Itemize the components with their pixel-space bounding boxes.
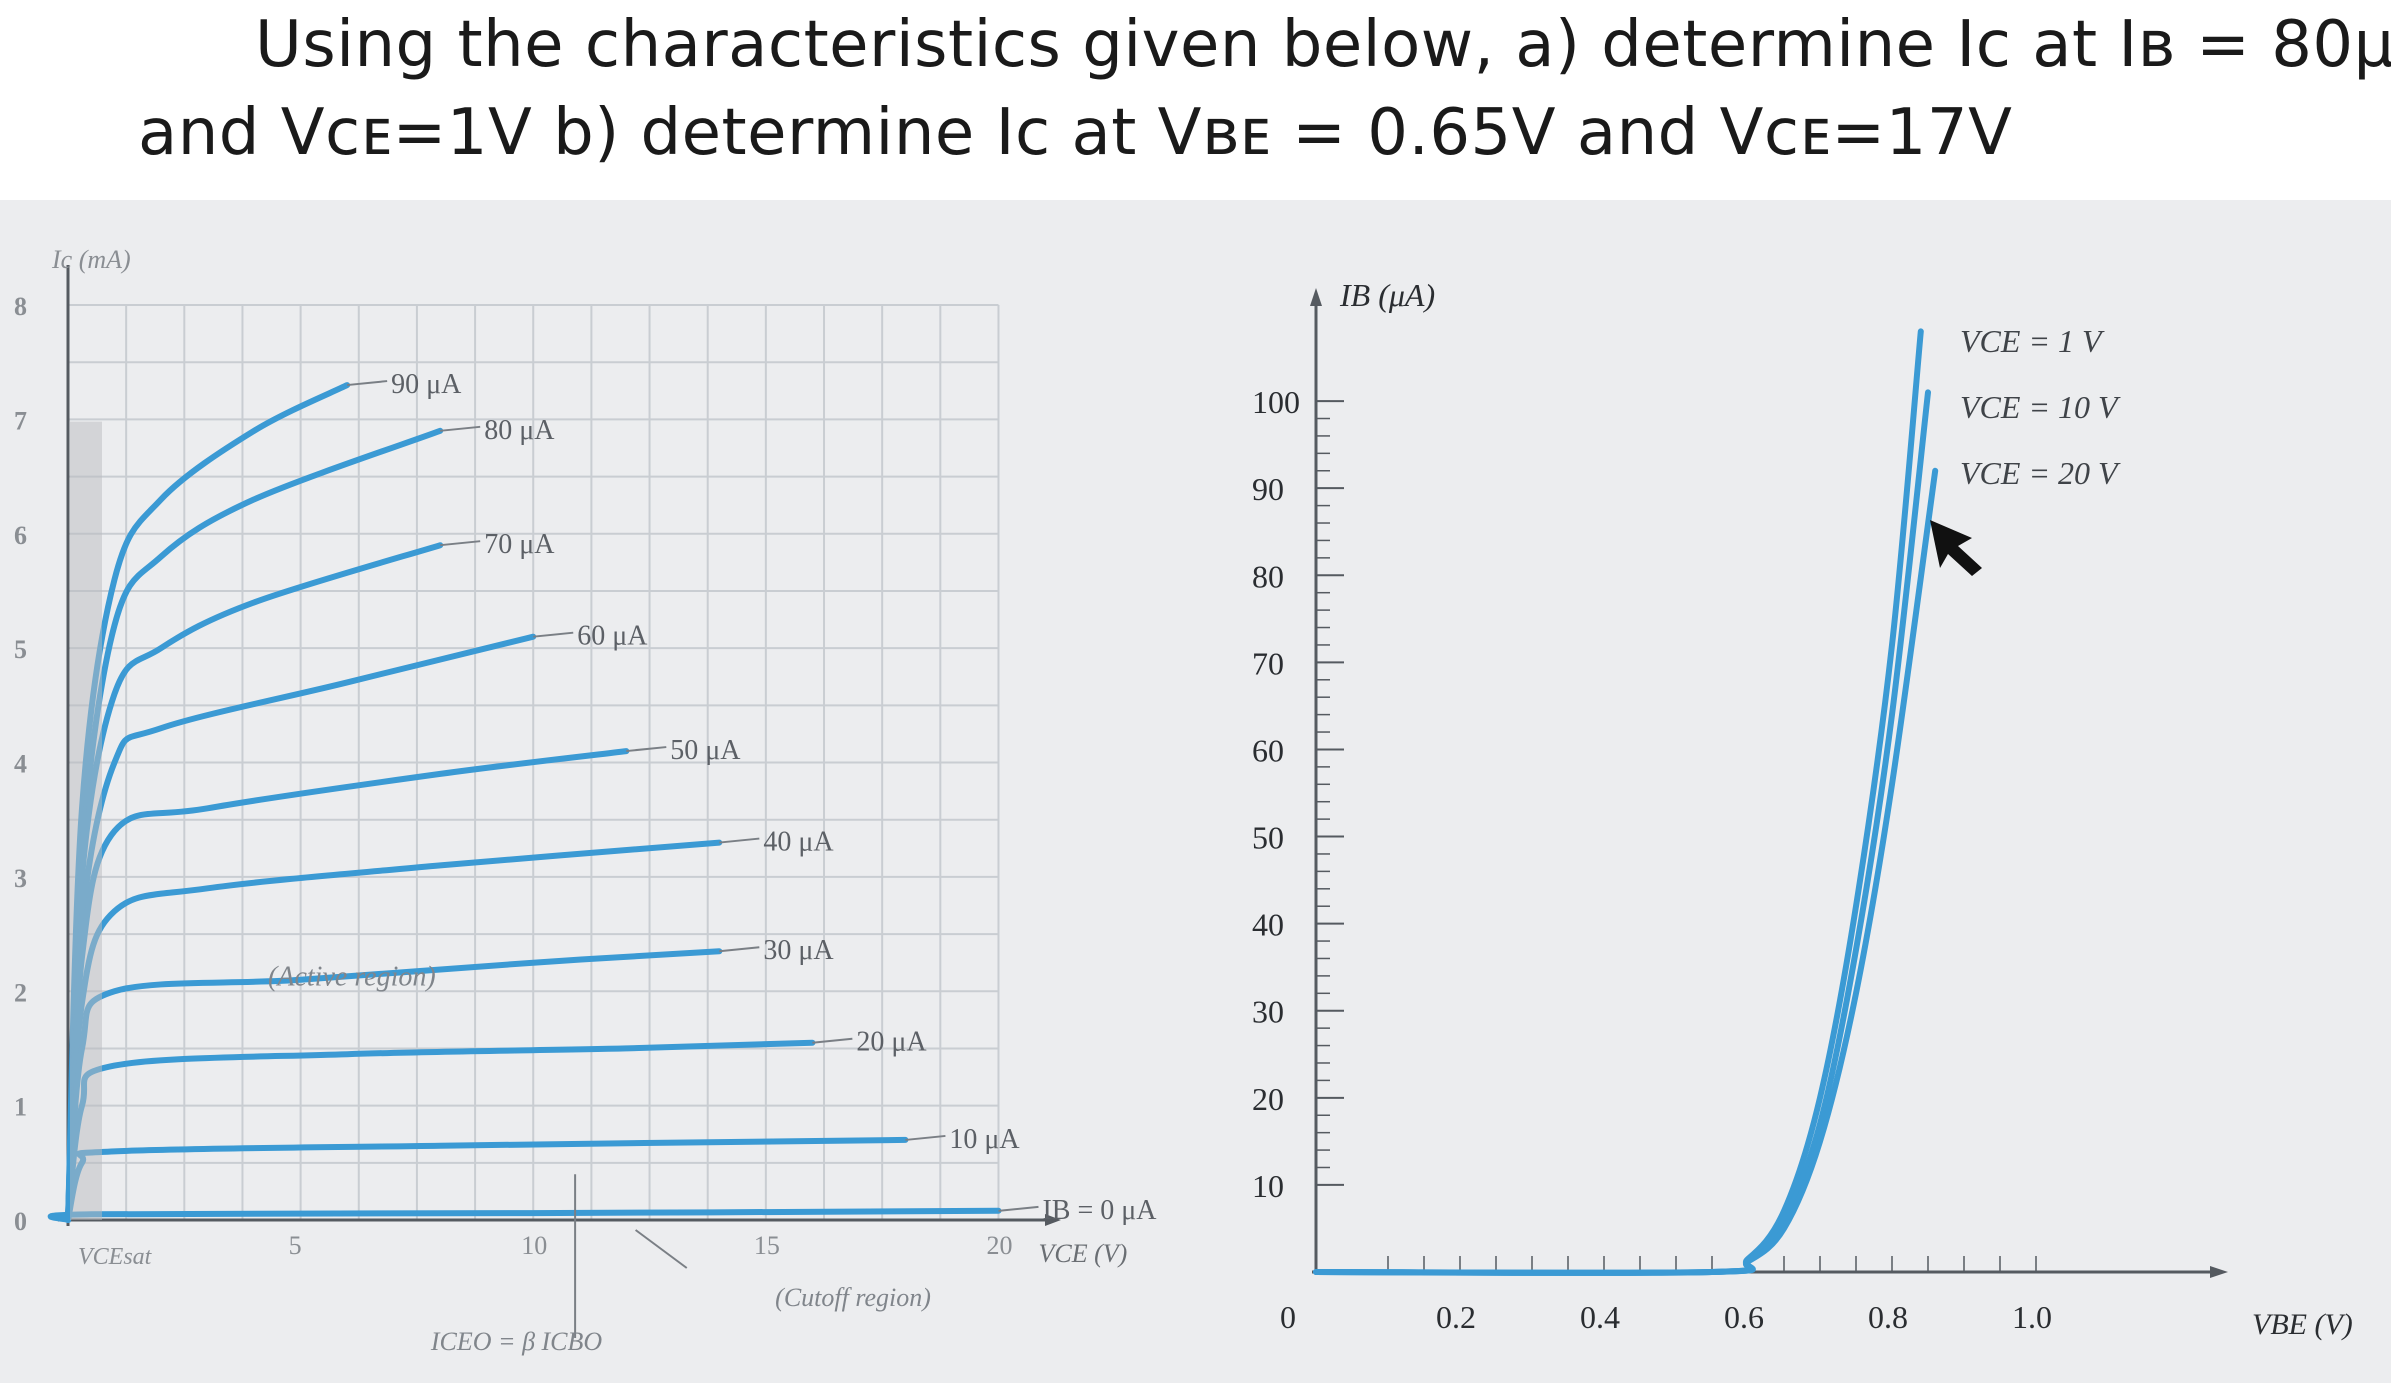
x-tick-label: 0.2 <box>1436 1299 1476 1335</box>
cutoff-region-label: (Cutoff region) <box>775 1283 931 1312</box>
ib-curve <box>65 382 351 1223</box>
curve-leader-line <box>440 540 481 547</box>
curve-leader-line <box>719 837 760 844</box>
curve-leader-line <box>440 425 481 432</box>
curve-label: 40 μA <box>763 827 834 858</box>
input-characteristics-plot: 10 20 30 40 50 60 70 80 90 100 0.2 0.4 0.6 0.8 1.0 0 IB … <box>1252 277 2353 1341</box>
curve-leader-line <box>347 380 388 387</box>
y-tick-label: 50 <box>1252 820 1284 856</box>
vce-curve <box>1313 389 1931 1276</box>
y-tick-label: 60 <box>1252 732 1284 768</box>
x-tick-label: 10 <box>521 1231 547 1260</box>
question-line-2: and Vᴄᴇ=1V b) determine Iᴄ at Vʙᴇ = 0.65… <box>138 96 2013 170</box>
x-tick-label: 0.8 <box>1868 1299 1908 1335</box>
curve-leader-line <box>533 631 574 638</box>
x-axis-title: VBE (V) <box>2252 1308 2353 1341</box>
ib-curve <box>65 1039 816 1223</box>
y-tick-label: 40 <box>1252 907 1284 943</box>
x-tick-label: 5 <box>289 1231 302 1260</box>
y-tick-label: 3 <box>14 864 27 893</box>
curve-label: IB = 0 μA <box>1042 1195 1157 1226</box>
curve-label: VCE = 10 V <box>1960 389 2121 425</box>
curve-leader-line <box>626 746 667 753</box>
y-tick-label: 1 <box>14 1093 27 1122</box>
curve-label: VCE = 1 V <box>1960 323 2105 359</box>
y-tick-label: 2 <box>14 978 27 1007</box>
origin-label: 0 <box>1280 1299 1296 1335</box>
iceo-label: ICEO = β ICBO <box>430 1327 603 1356</box>
y-tick-label: 7 <box>14 406 27 435</box>
x-tick-label: 20 <box>986 1231 1012 1260</box>
x-axis-arrow <box>2210 1266 2228 1278</box>
curve-leader-line <box>812 1037 853 1044</box>
x-axis-title: VCE (V) <box>1038 1239 1127 1268</box>
curve-label: 60 μA <box>577 621 648 652</box>
question-line-1: Using the characteristics given below, a… <box>255 8 2391 82</box>
ib-curve <box>47 1207 1002 1223</box>
output-characteristics-plot: 0 1 2 3 4 5 6 7 8 5 10 15 20 Ic (mA) VCE (V) VCEsat 90 μ… <box>14 245 1157 1356</box>
y-tick-label: 20 <box>1252 1081 1284 1117</box>
y-axis-title: IB (μA) <box>1339 277 1435 313</box>
y-tick-label: 8 <box>14 292 27 321</box>
curve-label: 20 μA <box>856 1027 927 1058</box>
curve-leader-line <box>998 1205 1039 1212</box>
active-region-label: (Active region) <box>268 962 436 993</box>
y-tick-label: 100 <box>1252 384 1300 420</box>
y-tick-label: 10 <box>1252 1168 1284 1204</box>
y-tick-label: 0 <box>14 1207 27 1236</box>
x-tick-label: 0.4 <box>1580 1299 1620 1335</box>
x-tick-label: 1.0 <box>2012 1299 2052 1335</box>
cutoff-leader-line <box>634 1229 688 1269</box>
x-tick-label: 0.6 <box>1724 1299 1764 1335</box>
y-tick-label: 30 <box>1252 994 1284 1030</box>
vce-curve <box>1313 328 1924 1276</box>
vce-sat-label: VCEsat <box>78 1244 153 1270</box>
curve-label: 80 μA <box>484 415 555 446</box>
x-tick-label: 15 <box>754 1231 780 1260</box>
vce-curve <box>1313 467 1939 1276</box>
x-axis-arrow <box>1045 1214 1061 1226</box>
y-tick-label: 6 <box>14 521 27 550</box>
curve-label: 50 μA <box>670 735 741 766</box>
y-axis-arrow <box>1310 288 1322 306</box>
y-axis-title: Ic (mA) <box>51 245 131 274</box>
cursor-arrow-icon <box>1930 520 1982 576</box>
curve-label: 30 μA <box>763 935 834 966</box>
question-panel: Using the characteristics given below, a… <box>0 0 2391 200</box>
y-tick-label: 70 <box>1252 645 1284 681</box>
y-tick-label: 80 <box>1252 558 1284 594</box>
characteristics-figure: 0 1 2 3 4 5 6 7 8 5 10 15 20 Ic (mA) VCE (V) VCEsat 90 μ… <box>14 245 2353 1356</box>
ib-curve <box>65 1136 909 1223</box>
y-tick-label: 5 <box>14 635 27 664</box>
y-tick-label: 4 <box>14 750 27 779</box>
y-tick-label: 90 <box>1252 471 1284 507</box>
curve-label: VCE = 20 V <box>1960 455 2121 491</box>
curve-label: 90 μA <box>391 369 462 400</box>
saturation-region-band <box>70 421 102 1221</box>
curve-label: 70 μA <box>484 529 555 560</box>
curve-leader-line <box>905 1134 946 1141</box>
curve-leader-line <box>719 946 760 953</box>
curve-label: 10 μA <box>949 1124 1020 1155</box>
